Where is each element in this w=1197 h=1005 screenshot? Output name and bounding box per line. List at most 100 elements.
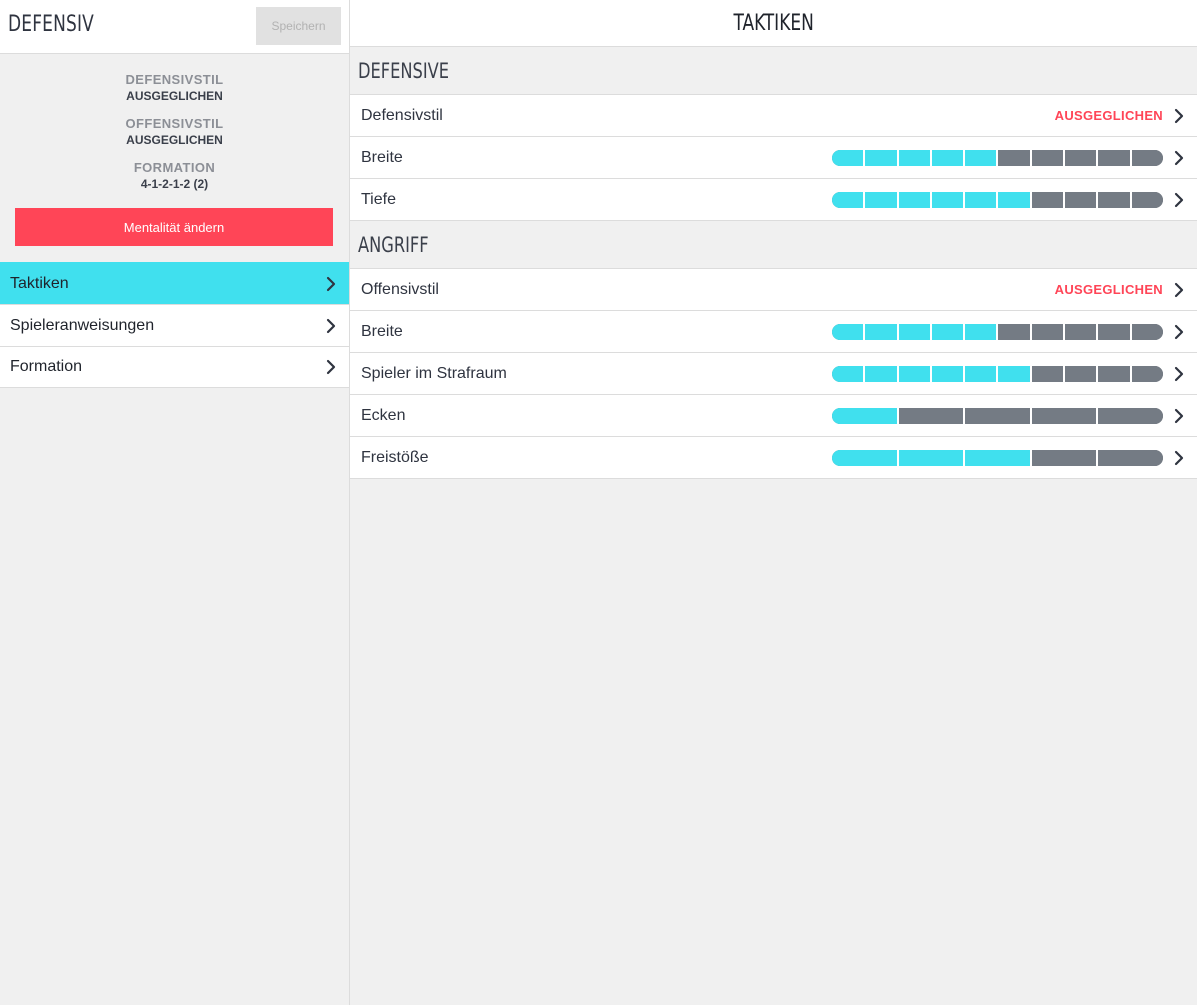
tactic-label: Freistöße [361,448,429,466]
defensive-style-summary: DEFENSIVSTIL AUSGEGLICHEN [0,72,349,104]
mentality-title: DEFENSIV [8,12,94,37]
tactic-label: Tiefe [361,190,396,208]
tactic-row[interactable]: Breite [350,311,1197,353]
bar-segment-empty [1096,365,1130,382]
chevron-right-icon [325,318,337,334]
tactic-label: Breite [361,148,403,166]
bar-segment-empty [1096,407,1163,424]
bar-segment-empty [1096,191,1130,208]
tactics-summary: DEFENSIVSTIL AUSGEGLICHEN OFFENSIVSTIL A… [0,54,349,192]
tactic-label: Spieler im Strafraum [361,364,507,382]
section-header: DEFENSIVE [350,47,1197,95]
chevron-right-icon [1173,192,1185,208]
bar-segment-filled [896,365,930,382]
tactic-row[interactable]: Tiefe [350,179,1197,221]
bar-segment-empty [1029,323,1064,340]
tactic-row[interactable]: Ecken [350,395,1197,437]
save-button[interactable]: Speichern [256,7,341,45]
bar-segment-filled [963,365,997,382]
bar-segment-empty [1129,323,1163,340]
tactics-sections: DEFENSIVE Defensivstil AUSGEGLICHEN Breite T… [350,47,1197,479]
tactic-row[interactable]: Defensivstil AUSGEGLICHEN [350,95,1197,137]
chevron-right-icon [325,276,337,292]
tactic-value: AUSGEGLICHEN [1054,282,1163,297]
tactic-row[interactable]: Freistöße [350,437,1197,479]
sidebar-header: DEFENSIV Speichern [0,0,349,54]
chevron-right-icon [1173,324,1185,340]
change-mentality-button[interactable]: Mentalität ändern [15,208,333,246]
tactic-value: AUSGEGLICHEN [1054,108,1163,123]
chevron-right-icon [1173,450,1185,466]
chevron-right-icon [1173,408,1185,424]
bar-segment-empty [1029,365,1064,382]
sidebar-item-label: Taktiken [10,274,69,292]
bar-segment-filled [832,449,897,466]
main-panel: TAKTIKEN DEFENSIVE Defensivstil AUSGEGLICH… [350,0,1197,1005]
sidebar: DEFENSIV Speichern DEFENSIVSTIL AUSGEGLI… [0,0,350,1005]
bar-segment-filled [863,191,897,208]
sidebar-nav: Taktiken Spieleranweisungen Formation [0,262,349,388]
bar-segment-filled [996,365,1030,382]
tactic-slider-bar [832,323,1163,340]
tactic-slider-bar [832,149,1163,166]
bar-segment-filled [863,149,897,166]
bar-segment-filled [863,323,897,340]
bar-segment-empty [1029,149,1064,166]
bar-segment-empty [1096,149,1130,166]
tactic-label: Breite [361,322,403,340]
bar-segment-filled [929,365,964,382]
bar-segment-filled [929,323,964,340]
bar-segment-empty [996,323,1030,340]
bar-segment-empty [896,407,964,424]
tactic-slider-bar [832,449,1163,466]
tactic-row[interactable]: Offensivstil AUSGEGLICHEN [350,269,1197,311]
bar-segment-filled [832,149,864,166]
tactic-label: Defensivstil [361,106,443,124]
bar-segment-filled [832,407,897,424]
bar-segment-filled [963,449,1030,466]
formation-label: FORMATION [133,160,216,175]
chevron-right-icon [1173,282,1185,298]
section-title: DEFENSIVE [358,58,450,83]
bar-segment-empty [1063,191,1097,208]
sidebar-item-label: Formation [10,358,83,375]
sidebar-item-formation[interactable]: Formation [0,346,349,388]
defensive-style-value: AUSGEGLICHEN [126,89,223,103]
bar-segment-filled [996,191,1030,208]
bar-segment-filled [832,365,864,382]
formation-value: 4-1-2-1-2 (2) [140,177,209,191]
tactic-label: Offensivstil [361,280,439,298]
bar-segment-empty [1129,191,1163,208]
page-title: TAKTIKEN [733,10,814,36]
offensive-style-summary: OFFENSIVSTIL AUSGEGLICHEN [0,116,349,148]
bar-segment-filled [832,191,864,208]
bar-segment-empty [1096,449,1163,466]
tactic-slider-bar [832,191,1163,208]
sidebar-item-spieleranweisungen[interactable]: Spieleranweisungen [0,304,349,346]
chevron-right-icon [325,359,337,375]
tactic-row[interactable]: Breite [350,137,1197,179]
bar-segment-filled [929,149,964,166]
bar-segment-empty [1129,365,1163,382]
bar-segment-empty [1063,323,1097,340]
tactic-label: Ecken [361,406,406,424]
section-header: ANGRIFF [350,221,1197,269]
bar-segment-empty [1029,407,1097,424]
tactic-row[interactable]: Spieler im Strafraum [350,353,1197,395]
offensive-style-label: OFFENSIVSTIL [125,116,224,131]
main-header: TAKTIKEN [350,0,1197,47]
sidebar-item-label: Spieleranweisungen [10,316,155,334]
bar-segment-filled [896,323,930,340]
bar-segment-filled [896,191,930,208]
tactic-slider-bar [832,407,1163,424]
bar-segment-filled [896,449,964,466]
bar-segment-empty [1029,449,1097,466]
bar-segment-filled [963,191,997,208]
formation-summary: FORMATION 4-1-2-1-2 (2) [0,160,349,192]
bar-segment-filled [929,191,964,208]
bar-segment-empty [1063,365,1097,382]
bar-segment-empty [1063,149,1097,166]
sidebar-item-taktiken[interactable]: Taktiken [0,262,349,304]
bar-segment-filled [832,323,864,340]
bar-segment-filled [963,149,997,166]
